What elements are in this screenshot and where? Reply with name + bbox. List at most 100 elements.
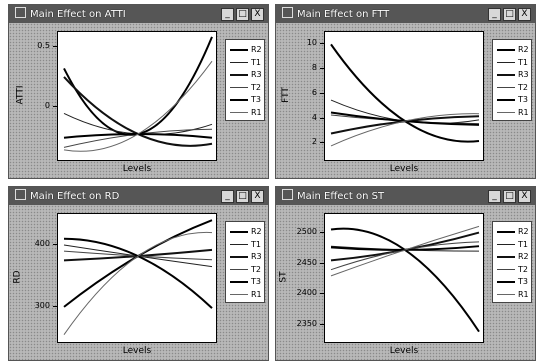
legend-label: T2	[518, 82, 528, 92]
series-line-t3	[330, 245, 480, 251]
window-titlebar[interactable]: Main Effect on FTT _ □ X	[276, 5, 535, 23]
legend-swatch	[497, 74, 515, 76]
legend-label: R1	[518, 289, 529, 299]
series-line-r2	[330, 231, 480, 262]
curves-layer	[63, 36, 213, 152]
window-title-text: Main Effect on ATTI	[30, 9, 126, 20]
legend-item: R1	[495, 289, 529, 300]
legend-swatch	[497, 243, 515, 245]
y-tick-label: 0.5	[37, 40, 50, 50]
legend-item: R1	[228, 107, 262, 118]
legend-swatch	[230, 243, 248, 245]
legend-swatch	[230, 74, 248, 76]
legend-label: T1	[251, 57, 261, 67]
plot-area	[57, 31, 217, 161]
y-tick-mark	[53, 243, 57, 245]
legend-label: R3	[518, 70, 529, 79]
close-button[interactable]: X	[518, 190, 531, 203]
window-app-icon	[282, 189, 293, 200]
y-tick-label: 4	[311, 112, 317, 122]
legend-swatch	[230, 61, 248, 63]
window-title: Main Effect on FTT	[282, 7, 389, 20]
minimize-button[interactable]: _	[221, 8, 234, 21]
curves-layer	[63, 219, 213, 336]
chart-window: Main Effect on FTT _ □ X 10 8 6 4 2 FTT Levels R2 T1…	[275, 4, 536, 179]
legend-item: R2	[495, 44, 529, 55]
plot-area	[57, 213, 217, 343]
legend-item: T2	[228, 264, 262, 275]
y-tick-label: 2500	[296, 226, 317, 236]
legend-item: T2	[495, 82, 529, 93]
series-line-r1	[63, 60, 213, 152]
legend-swatch	[230, 281, 248, 283]
x-axis-label: Levels	[389, 346, 419, 356]
legend-item: R2	[495, 251, 529, 262]
legend-swatch	[497, 256, 515, 258]
y-tick-mark	[320, 262, 324, 264]
y-axis-label: ATTI	[15, 85, 26, 105]
y-tick-label: 2400	[296, 288, 317, 298]
curves-layer	[330, 225, 480, 333]
series-line-t1	[63, 112, 213, 136]
window-title: Main Effect on ATTI	[15, 7, 126, 20]
y-tick-label: 0	[44, 101, 50, 111]
y-tick-label: 2450	[296, 257, 317, 267]
y-tick-mark	[320, 142, 324, 144]
y-tick-mark	[53, 45, 57, 47]
legend-swatch	[497, 111, 515, 113]
x-axis-label: Levels	[122, 164, 152, 174]
legend-swatch	[230, 49, 248, 51]
y-tick-mark	[320, 231, 324, 233]
y-tick-mark	[320, 43, 324, 45]
window-app-icon	[282, 7, 293, 18]
legend-label: T3	[518, 95, 528, 104]
maximize-button[interactable]: □	[236, 8, 249, 21]
y-tick-mark	[320, 68, 324, 70]
legend-label: R2	[251, 227, 262, 236]
plot-area	[324, 213, 484, 343]
legend-item: R1	[228, 289, 262, 300]
legend-swatch	[497, 61, 515, 63]
legend-swatch	[497, 86, 515, 88]
series-line-r2	[63, 36, 213, 136]
legend: R2 T1 R3 T2 T3 R1	[225, 39, 265, 121]
legend-label: T2	[251, 82, 261, 92]
window-title-text: Main Effect on RD	[30, 191, 120, 202]
legend-item: T2	[228, 82, 262, 93]
window-titlebar[interactable]: Main Effect on RD _ □ X	[9, 187, 268, 205]
curves-layer	[330, 43, 480, 147]
window-titlebar[interactable]: Main Effect on ST _ □ X	[276, 187, 535, 205]
legend-swatch	[497, 231, 515, 233]
y-tick-label: 8	[311, 63, 317, 73]
series-line-r1	[330, 225, 480, 277]
legend-item: R2	[228, 226, 262, 237]
window-titlebar[interactable]: Main Effect on ATTI _ □ X	[9, 5, 268, 23]
maximize-button[interactable]: □	[503, 190, 516, 203]
legend-swatch	[230, 111, 248, 113]
minimize-button[interactable]: _	[488, 190, 501, 203]
maximize-button[interactable]: □	[236, 190, 249, 203]
close-button[interactable]: X	[251, 8, 264, 21]
legend-label: T3	[251, 95, 261, 104]
series-line-t3	[63, 237, 213, 309]
legend-item: R2	[495, 226, 529, 237]
legend-item: T3	[228, 94, 262, 105]
maximize-button[interactable]: □	[503, 8, 516, 21]
y-tick-label: 2	[311, 137, 317, 147]
y-tick-label: 6	[311, 87, 317, 97]
legend-label: T2	[251, 264, 261, 274]
series-line-r2	[330, 227, 480, 333]
legend-label: R2	[251, 45, 262, 54]
series-line-r2	[330, 43, 480, 143]
close-button[interactable]: X	[518, 8, 531, 21]
chart-window: Main Effect on ATTI _ □ X 0.5 0 ATTI Levels R2 T1…	[8, 4, 269, 179]
minimize-button[interactable]: _	[488, 8, 501, 21]
y-tick-mark	[320, 324, 324, 326]
legend-item: T1	[228, 57, 262, 68]
series-line-r1	[63, 232, 213, 336]
legend-label: R3	[251, 70, 262, 79]
close-button[interactable]: X	[251, 190, 264, 203]
y-axis-label: FTT	[280, 87, 291, 103]
legend-swatch	[230, 256, 248, 258]
minimize-button[interactable]: _	[221, 190, 234, 203]
